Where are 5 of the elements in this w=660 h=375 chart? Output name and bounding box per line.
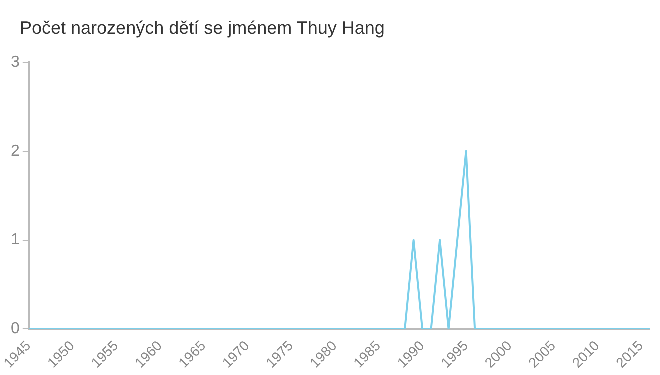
y-tick-label: 1: [10, 232, 20, 249]
y-tick-label: 3: [10, 54, 20, 72]
y-tick-label: 2: [10, 142, 20, 160]
y-tick-label: 0: [10, 320, 20, 338]
chart-title: Počet narozených dětí se jménem Thuy Hang: [20, 18, 385, 39]
